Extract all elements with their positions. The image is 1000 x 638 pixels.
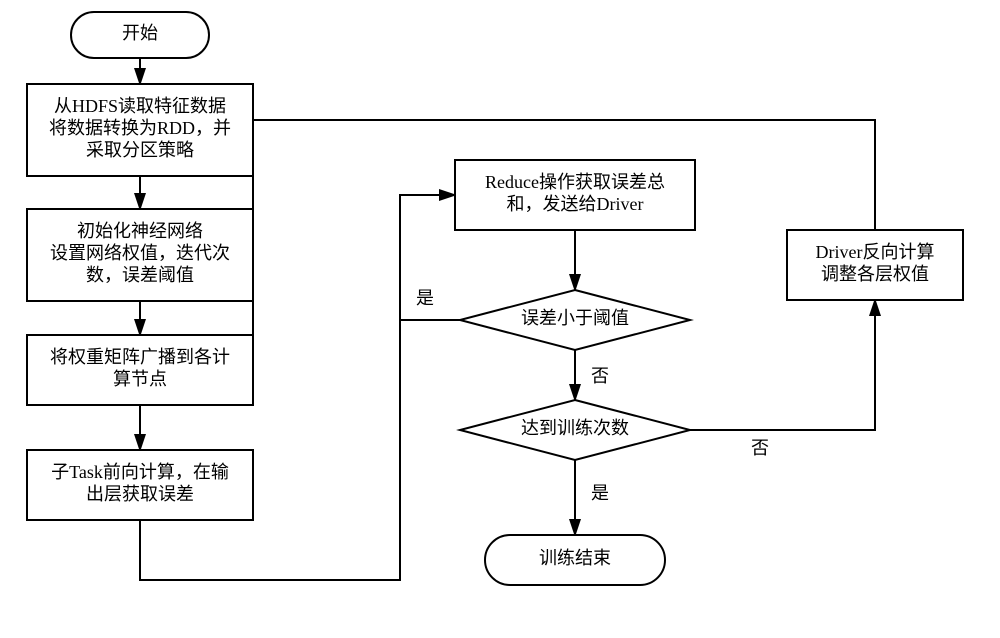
node-text: 训练结束	[539, 548, 611, 568]
edge-label: 否	[591, 366, 609, 386]
node-text: 调整各层权值	[821, 264, 929, 284]
nodes-layer: 开始从HDFS读取特征数据将数据转换为RDD，并采取分区策略初始化神经网络设置网…	[27, 12, 963, 585]
node-dec_err: 误差小于阈值	[460, 290, 690, 350]
node-text: 算节点	[113, 369, 167, 389]
node-text: 将权重矩阵广播到各计	[50, 347, 230, 367]
edge-label: 是	[416, 288, 434, 308]
node-text: 采取分区策略	[86, 140, 194, 160]
node-text: 和，发送给Driver	[507, 194, 644, 214]
edge-label: 否	[751, 438, 769, 458]
node-dec_iter: 达到训练次数	[460, 400, 690, 460]
node-text: Driver反向计算	[816, 242, 935, 262]
flow-edge	[690, 300, 875, 430]
edge-label: 是	[591, 483, 609, 503]
node-text: 数，误差阈值	[86, 265, 194, 285]
node-start: 开始	[71, 12, 209, 58]
node-text: 设置网络权值，迭代次	[50, 243, 230, 263]
node-text: 误差小于阈值	[521, 308, 629, 328]
flowchart-canvas: 否是是否开始从HDFS读取特征数据将数据转换为RDD，并采取分区策略初始化神经网…	[0, 0, 1000, 638]
node-end: 训练结束	[485, 535, 665, 585]
node-text: 初始化神经网络	[77, 221, 203, 241]
node-text: 达到训练次数	[521, 418, 629, 438]
node-broadcast: 将权重矩阵广播到各计算节点	[27, 335, 253, 405]
node-text: 将数据转换为RDD，并	[49, 118, 231, 138]
node-driver: Driver反向计算调整各层权值	[787, 230, 963, 300]
node-text: Reduce操作获取误差总	[485, 172, 665, 192]
node-text: 从HDFS读取特征数据	[54, 96, 226, 116]
node-text: 开始	[122, 23, 158, 43]
node-init: 初始化神经网络设置网络权值，迭代次数，误差阈值	[27, 209, 253, 301]
flow-edge	[400, 320, 460, 580]
node-reduce: Reduce操作获取误差总和，发送给Driver	[455, 160, 695, 230]
node-forward: 子Task前向计算，在输出层获取误差	[27, 450, 253, 520]
node-text: 子Task前向计算，在输	[51, 462, 229, 482]
node-text: 出层获取误差	[86, 484, 194, 504]
node-read: 从HDFS读取特征数据将数据转换为RDD，并采取分区策略	[27, 84, 253, 176]
